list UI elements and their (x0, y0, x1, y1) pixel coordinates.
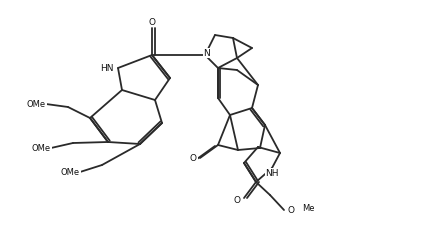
Text: O: O (148, 17, 155, 26)
Text: OMe: OMe (32, 143, 51, 152)
Text: HN: HN (100, 63, 114, 72)
Text: OMe: OMe (61, 168, 80, 177)
Text: N: N (204, 49, 210, 58)
Text: NH: NH (265, 169, 279, 178)
Text: O: O (234, 195, 241, 204)
Text: O: O (190, 153, 197, 163)
Text: Me: Me (302, 203, 315, 212)
Text: O: O (287, 205, 294, 214)
Text: OMe: OMe (27, 100, 46, 109)
